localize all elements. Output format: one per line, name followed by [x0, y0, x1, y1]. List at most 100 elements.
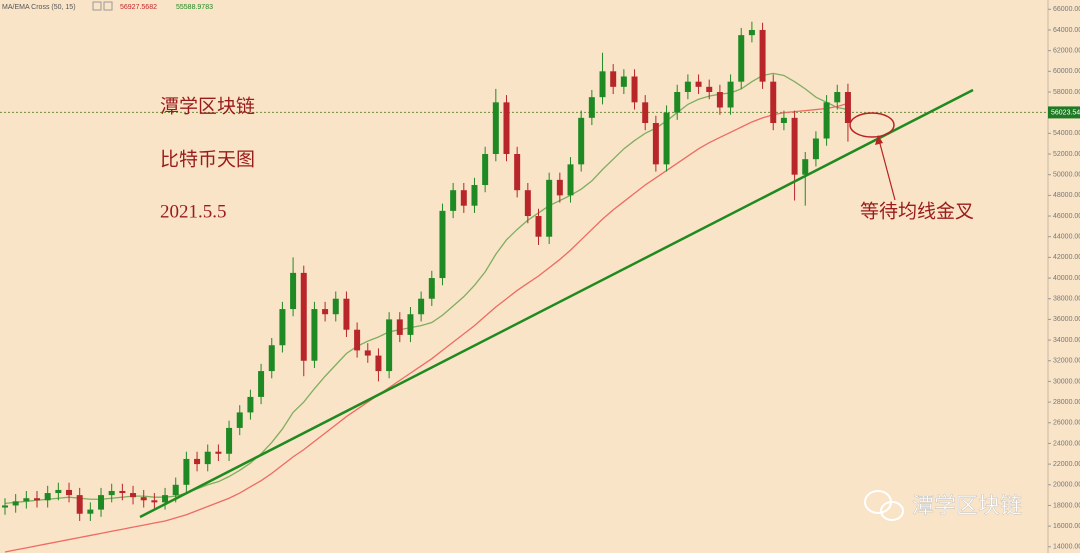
candle-body [759, 29, 766, 82]
candle-body [780, 117, 787, 124]
candle-body [663, 112, 670, 165]
y-tick-label: 60000.00 [1053, 68, 1080, 75]
y-tick-label: 54000.00 [1053, 130, 1080, 137]
candle-body [482, 154, 489, 186]
candle-body [567, 164, 574, 196]
candle-body [439, 210, 446, 279]
y-tick-label: 66000.00 [1053, 6, 1080, 13]
candle-body [162, 495, 169, 503]
candle-body [247, 396, 254, 413]
candle-body [631, 76, 638, 103]
candle-body [716, 91, 723, 108]
ma-line [4, 72, 849, 505]
candle-body [748, 29, 755, 36]
y-tick-label: 46000.00 [1053, 213, 1080, 220]
candle-body [268, 345, 275, 372]
candle-body [311, 309, 318, 361]
y-tick-label: 38000.00 [1053, 296, 1080, 303]
candle-body [492, 102, 499, 155]
candle-body [290, 272, 297, 310]
candle-body [514, 154, 521, 191]
candle-body [460, 190, 467, 206]
candle-body [215, 451, 222, 454]
y-tick-label: 24000.00 [1053, 440, 1080, 447]
indicator-name: MA/EMA Cross (50, 15) [2, 4, 76, 11]
candle-body [183, 458, 190, 485]
candle-body [791, 117, 798, 175]
y-tick-label: 16000.00 [1053, 523, 1080, 530]
candle-body [119, 490, 126, 494]
candle-body [226, 427, 233, 454]
candle-body [354, 329, 361, 351]
arrow-line [878, 139, 896, 201]
date: 2021.5.5 [160, 201, 227, 222]
y-tick-label: 14000.00 [1053, 544, 1080, 551]
y-tick-label: 58000.00 [1053, 89, 1080, 96]
y-tick-label: 44000.00 [1053, 234, 1080, 241]
candle-body [642, 102, 649, 124]
candle-body [332, 298, 339, 315]
candle-body [300, 272, 307, 361]
candle-body [802, 159, 809, 175]
indicator-value: 55588.9783 [176, 4, 213, 11]
candle-body [12, 501, 19, 506]
ma-line [4, 102, 849, 553]
candle-body [620, 76, 627, 87]
candle-body [684, 81, 691, 92]
candle-body [396, 319, 403, 335]
y-tick-label: 48000.00 [1053, 192, 1080, 199]
candle-body [258, 371, 265, 397]
headline: 潭学区块链 [160, 95, 255, 117]
candle-body [823, 102, 830, 139]
y-tick-label: 40000.00 [1053, 275, 1080, 282]
annotation: 等待均线金叉 [860, 200, 974, 222]
y-tick-label: 42000.00 [1053, 254, 1080, 261]
candle-body [375, 355, 382, 372]
candle-body [770, 81, 777, 124]
settings-box[interactable] [92, 1, 102, 11]
y-tick-label: 36000.00 [1053, 316, 1080, 323]
candle-body [130, 493, 137, 498]
candle-body [55, 489, 62, 494]
candle-body [695, 81, 702, 87]
candle-body [236, 412, 243, 428]
watermark-text: 潭学区块链 [912, 493, 1022, 518]
candle-body [407, 314, 414, 335]
trend-line [139, 88, 974, 519]
candle-body [706, 86, 713, 92]
candle-body [599, 71, 606, 98]
candle-body [279, 309, 286, 346]
highlight-ellipse [849, 112, 895, 138]
close-box[interactable] [103, 1, 113, 11]
candle-body [503, 102, 510, 155]
candle-body [364, 350, 371, 356]
candle-body [450, 190, 457, 211]
candle-body [610, 71, 617, 87]
candle-body [172, 484, 179, 496]
y-tick-label: 64000.00 [1053, 27, 1080, 34]
candle-body [535, 216, 542, 237]
candle-body [204, 451, 211, 465]
plot-area [0, 21, 1048, 553]
candle-body [578, 117, 585, 165]
candle-body [546, 179, 553, 237]
candle-body [418, 298, 425, 315]
watermark: 潭学区块链 [864, 490, 1022, 521]
candle-body [652, 123, 659, 165]
candle-body [343, 298, 350, 330]
header: MA/EMA Cross (50, 15) 56927.5682 55588.9… [2, 1, 213, 11]
candle-body [108, 490, 115, 496]
y-tick-label: 32000.00 [1053, 358, 1080, 365]
candle-body [386, 319, 393, 372]
candle-body [727, 81, 734, 108]
candle-body [2, 505, 8, 508]
candle-body [556, 179, 563, 196]
y-tick-label: 20000.00 [1053, 482, 1080, 489]
candle-body [524, 190, 531, 217]
arrow-head [875, 135, 883, 145]
candle-body [194, 458, 201, 465]
indicator-value: 56927.5682 [120, 4, 157, 11]
y-tick-label: 22000.00 [1053, 461, 1080, 468]
